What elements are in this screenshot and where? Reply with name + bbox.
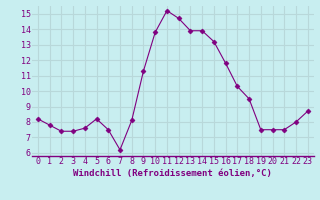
X-axis label: Windchill (Refroidissement éolien,°C): Windchill (Refroidissement éolien,°C) [73, 169, 272, 178]
